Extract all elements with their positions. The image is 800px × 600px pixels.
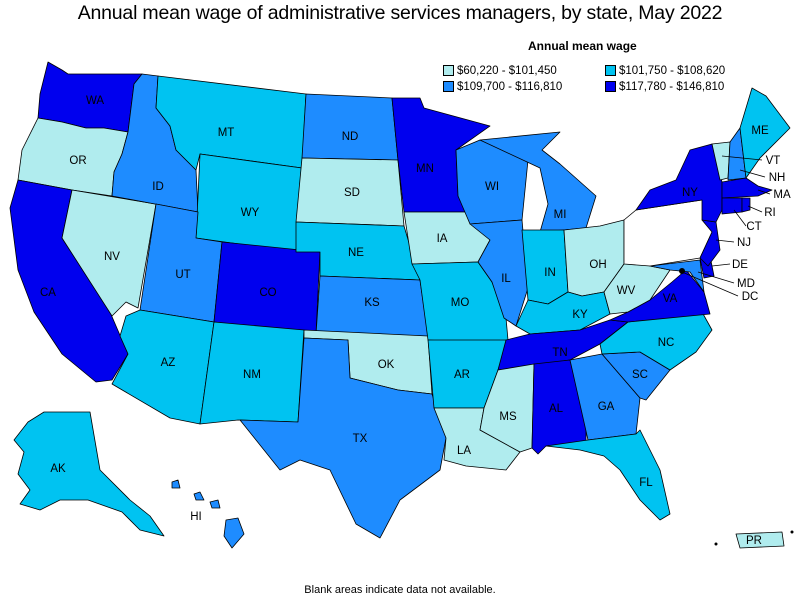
label-ks: KS bbox=[364, 297, 380, 309]
legend-label-3: $109,700 - $116,810 bbox=[457, 81, 563, 93]
label-wv: WV bbox=[617, 285, 636, 297]
label-vt: VT bbox=[766, 155, 781, 167]
label-sc: SC bbox=[632, 369, 648, 381]
label-in: IN bbox=[544, 267, 556, 279]
leader-nh bbox=[739, 169, 766, 178]
state-fl[interactable] bbox=[545, 429, 671, 521]
state-wy[interactable] bbox=[195, 153, 303, 253]
label-wi: WI bbox=[485, 181, 499, 193]
label-mn: MN bbox=[416, 163, 434, 175]
label-il: IL bbox=[501, 273, 511, 285]
state-tx[interactable] bbox=[239, 337, 447, 539]
state-md[interactable] bbox=[649, 259, 705, 293]
label-tx: TX bbox=[353, 433, 368, 445]
state-ma[interactable] bbox=[721, 177, 773, 199]
label-ut: UT bbox=[175, 269, 190, 281]
state-ri[interactable] bbox=[741, 197, 751, 213]
label-fl: FL bbox=[639, 477, 653, 489]
label-mi: MI bbox=[554, 209, 567, 221]
label-pr: PR bbox=[746, 535, 762, 547]
label-va: VA bbox=[663, 293, 678, 305]
label-md: MD bbox=[737, 278, 755, 290]
label-la: LA bbox=[457, 445, 471, 457]
map-title: Annual mean wage of administrative servi… bbox=[77, 2, 723, 24]
footnote: Blank areas indicate data not available. bbox=[304, 584, 496, 596]
label-co: CO bbox=[259, 287, 276, 299]
state-ga[interactable] bbox=[569, 353, 641, 441]
label-ct: CT bbox=[746, 221, 761, 233]
label-ne: NE bbox=[348, 247, 364, 259]
state-pr[interactable] bbox=[735, 531, 785, 549]
label-nm: NM bbox=[243, 369, 261, 381]
label-tn: TN bbox=[552, 347, 567, 359]
state-ct[interactable] bbox=[721, 197, 743, 215]
label-ma: MA bbox=[773, 189, 791, 201]
leader-vt bbox=[721, 155, 763, 161]
state-nd[interactable] bbox=[301, 93, 399, 161]
leader-de bbox=[711, 263, 731, 267]
legend-label-4: $117,780 - $146,810 bbox=[619, 81, 725, 93]
label-az: AZ bbox=[161, 357, 176, 369]
leader-ct bbox=[733, 209, 747, 227]
label-hi: HI bbox=[190, 511, 202, 523]
label-ar: AR bbox=[454, 369, 470, 381]
legend-label-1: $60,220 - $101,450 bbox=[457, 65, 557, 77]
legend-item-4: $117,780 - $146,810 bbox=[605, 80, 724, 94]
label-nh: NH bbox=[769, 172, 786, 184]
legend-swatch-4 bbox=[605, 81, 616, 92]
leader-dc bbox=[681, 271, 739, 297]
label-nd: ND bbox=[342, 131, 359, 143]
leader-md bbox=[697, 271, 735, 284]
leader-nj bbox=[715, 239, 735, 243]
leader-ri bbox=[747, 205, 763, 213]
state-ak[interactable] bbox=[13, 411, 165, 537]
label-ak: AK bbox=[50, 463, 66, 475]
label-me: ME bbox=[751, 125, 769, 137]
legend-item-2: $101,750 - $108,620 bbox=[605, 64, 725, 78]
label-ca: CA bbox=[40, 287, 56, 299]
legend-title: Annual mean wage bbox=[528, 39, 637, 53]
legend-item-3: $109,700 - $116,810 bbox=[443, 80, 562, 94]
label-ga: GA bbox=[598, 401, 615, 413]
label-nc: NC bbox=[658, 337, 675, 349]
label-mo: MO bbox=[451, 297, 470, 309]
label-nj: NJ bbox=[737, 237, 751, 249]
label-ia: IA bbox=[437, 233, 448, 245]
label-oh: OH bbox=[589, 259, 606, 271]
state-hi[interactable] bbox=[171, 479, 245, 549]
state-mi[interactable] bbox=[479, 131, 597, 233]
label-ny: NY bbox=[682, 187, 698, 199]
label-ok: OK bbox=[378, 359, 395, 371]
state-labels: WA OR CA NV ID MT WY UT CO AZ NM ND SD N… bbox=[40, 95, 791, 547]
leader-ma bbox=[757, 189, 771, 195]
legend-label-2: $101,750 - $108,620 bbox=[619, 65, 726, 77]
legend-swatch-2 bbox=[605, 65, 616, 76]
dc-marker bbox=[679, 268, 685, 274]
label-id: ID bbox=[152, 181, 164, 193]
label-ky: KY bbox=[572, 309, 588, 321]
label-nv: NV bbox=[104, 251, 120, 263]
legend-item-1: $60,220 - $101,450 bbox=[443, 64, 557, 78]
label-sd: SD bbox=[344, 187, 360, 199]
island-dot bbox=[714, 542, 718, 546]
label-de: DE bbox=[732, 259, 748, 271]
legend-swatch-3 bbox=[443, 81, 454, 92]
label-mt: MT bbox=[218, 127, 235, 139]
label-al: AL bbox=[549, 403, 564, 415]
label-wa: WA bbox=[86, 95, 104, 107]
legend-swatch-1 bbox=[443, 65, 454, 76]
label-ri: RI bbox=[764, 207, 776, 219]
label-dc: DC bbox=[742, 291, 759, 303]
label-wy: WY bbox=[241, 207, 260, 219]
island-dot bbox=[790, 530, 794, 534]
label-or: OR bbox=[69, 155, 86, 167]
label-ms: MS bbox=[499, 411, 517, 423]
